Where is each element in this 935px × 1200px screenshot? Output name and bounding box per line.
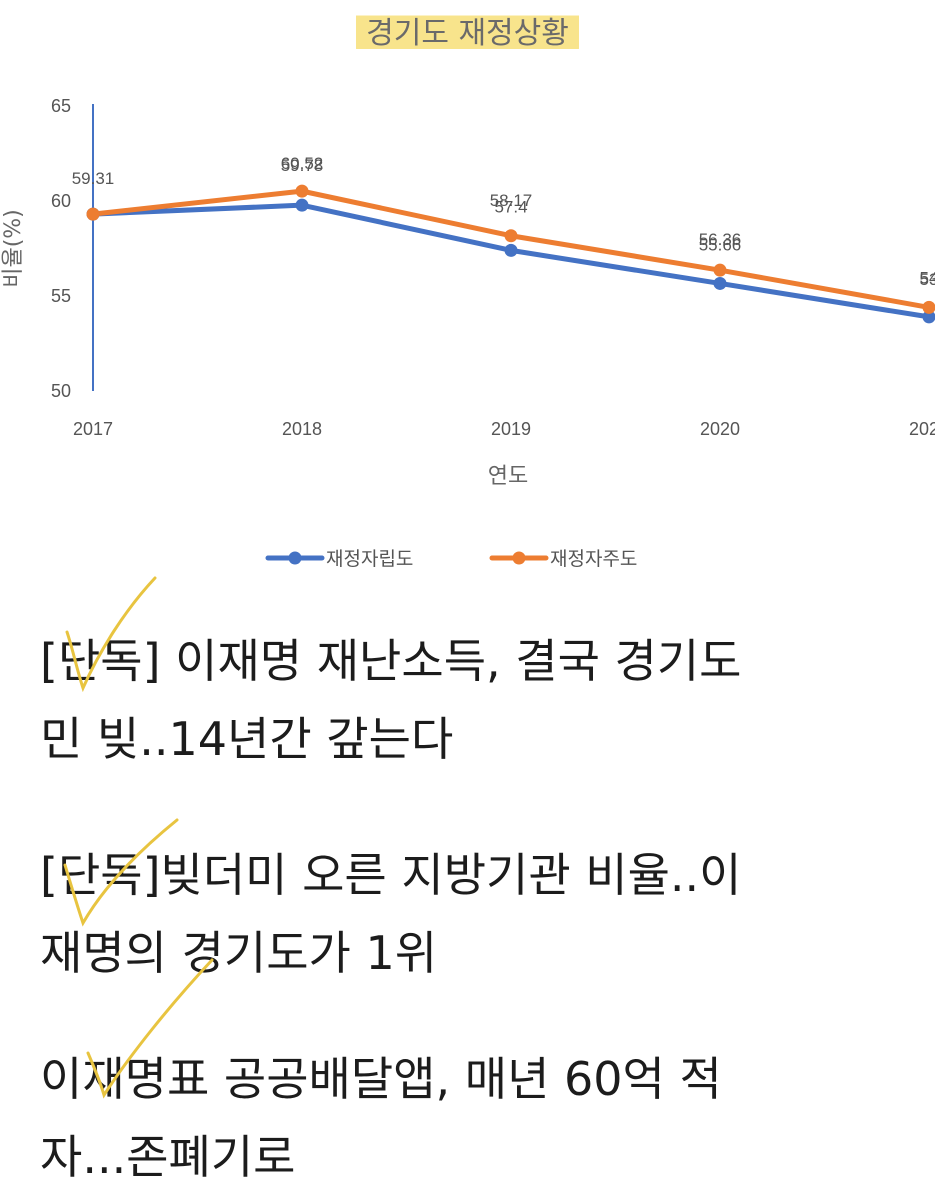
data-label: 56.36 bbox=[699, 230, 742, 249]
data-point-1 bbox=[86, 207, 100, 221]
data-label: 55.66 bbox=[699, 235, 742, 254]
line-chart: 50 55 60 65 비율(%) 2017 2018 2019 2020 2021 연도 59.31… bbox=[1, 96, 935, 570]
data-label: 59.78 bbox=[281, 156, 324, 175]
data-point-0 bbox=[295, 198, 309, 212]
data-label: 58.17 bbox=[490, 191, 533, 210]
data-label: 60.52 bbox=[281, 154, 324, 173]
data-point-1 bbox=[504, 229, 518, 243]
headline-line-2: 재명의 경기도가 1위 bbox=[40, 926, 438, 980]
x-tick-label: 2017 bbox=[73, 419, 113, 439]
x-tick-label: 2021 bbox=[909, 419, 935, 439]
data-label: 59.31 bbox=[72, 169, 115, 188]
legend-label: 재정자립도 bbox=[326, 548, 413, 570]
headline-line-1: 이재명표 공공배달앱, 매년 60억 적 bbox=[40, 1052, 722, 1106]
data-point-1 bbox=[713, 263, 727, 277]
chart-title: 경기도 재정상황 bbox=[356, 6, 579, 54]
data-point-0 bbox=[504, 243, 518, 257]
data-point-0 bbox=[922, 310, 935, 324]
data-label: 54 bbox=[920, 268, 935, 287]
x-tick-label: 2020 bbox=[700, 419, 740, 439]
legend-marker bbox=[512, 551, 526, 565]
x-axis-title: 연도 bbox=[488, 464, 528, 489]
data-point-0 bbox=[713, 276, 727, 290]
data-label: 57.4 bbox=[494, 197, 527, 216]
legend-marker bbox=[288, 551, 302, 565]
data-point-1 bbox=[922, 300, 935, 314]
x-tick-label: 2019 bbox=[491, 419, 531, 439]
series-line-0 bbox=[90, 202, 932, 320]
headline-line-1: [단독] 이재명 재난소득, 결국 경기도 bbox=[40, 634, 742, 688]
legend-label: 재정자주도 bbox=[550, 548, 637, 570]
headline-delivery-app[interactable]: 이재명표 공공배달앱, 매년 60억 적 자...존폐기로 bbox=[40, 1040, 920, 1196]
y-tick-label: 55 bbox=[51, 286, 71, 306]
data-label: 53 bbox=[920, 270, 935, 289]
headline-line-2: 민 빚..14년간 갚는다 bbox=[40, 712, 454, 766]
x-tick-label: 2018 bbox=[282, 419, 322, 439]
headline-line-1: [단독]빚더미 오른 지방기관 비율..이 bbox=[40, 848, 742, 902]
headline-debt-ratio[interactable]: [단독]빚더미 오른 지방기관 비율..이 재명의 경기도가 1위 bbox=[40, 836, 920, 992]
chart-title-wrap: 경기도 재정상황 bbox=[0, 6, 935, 54]
data-point-1 bbox=[295, 184, 309, 198]
y-tick-label: 65 bbox=[51, 96, 71, 116]
y-tick-label: 50 bbox=[51, 381, 71, 401]
y-axis-title: 비율(%) bbox=[1, 209, 26, 288]
y-tick-label: 60 bbox=[51, 191, 71, 211]
headline-line-2: 자...존폐기로 bbox=[40, 1130, 296, 1184]
headline-disaster-income[interactable]: [단독] 이재명 재난소득, 결국 경기도 민 빚..14년간 갚는다 bbox=[40, 622, 920, 778]
